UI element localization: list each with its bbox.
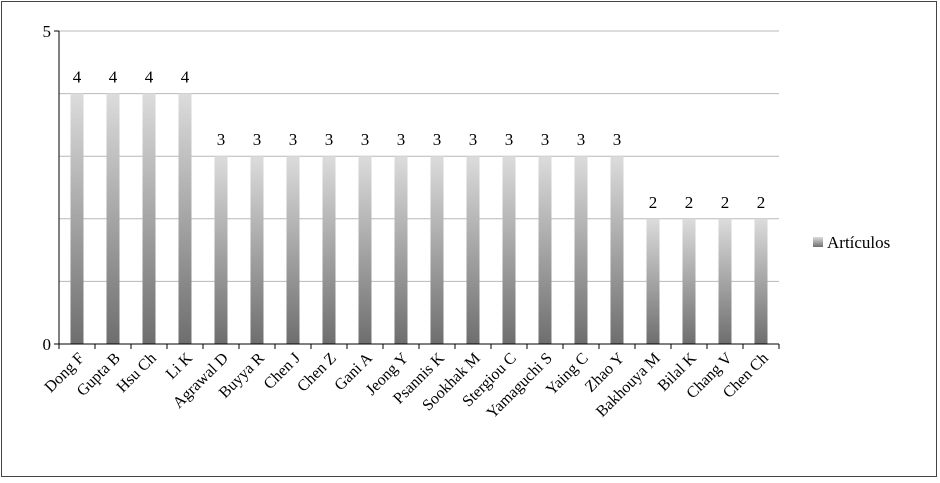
bar-value-label: 3 bbox=[613, 130, 622, 149]
legend-swatch bbox=[813, 237, 823, 247]
bar-value-label: 4 bbox=[109, 68, 118, 87]
bar-value-label: 3 bbox=[469, 130, 478, 149]
bar bbox=[250, 156, 264, 344]
bar-value-label: 3 bbox=[433, 130, 442, 149]
bar-value-label: 3 bbox=[253, 130, 262, 149]
bar bbox=[502, 156, 516, 344]
bar bbox=[754, 218, 768, 344]
bar bbox=[358, 156, 372, 344]
bar bbox=[574, 156, 588, 344]
bar-value-label: 4 bbox=[181, 68, 190, 87]
bar bbox=[322, 156, 336, 344]
bar-value-label: 3 bbox=[325, 130, 334, 149]
y-tick-label: 5 bbox=[43, 22, 52, 41]
bar bbox=[718, 218, 732, 344]
bar-value-label: 3 bbox=[577, 130, 586, 149]
bar bbox=[214, 156, 228, 344]
axes: 05 bbox=[43, 22, 780, 354]
bar bbox=[286, 156, 300, 344]
bar-value-label: 3 bbox=[397, 130, 406, 149]
bar bbox=[646, 218, 660, 344]
x-tick-label: Hsu Ch bbox=[114, 350, 160, 396]
bars bbox=[70, 93, 768, 344]
bar-value-label: 3 bbox=[541, 130, 550, 149]
bar-value-label: 3 bbox=[361, 130, 370, 149]
x-tick-label: Chen Z bbox=[294, 350, 340, 396]
bar-value-label: 2 bbox=[757, 193, 766, 212]
data-labels: 4 4 4 4 3 3 3 3 3 3 3 3 3 3 3 3 2 2 2 2 bbox=[73, 68, 766, 212]
bar bbox=[610, 156, 624, 344]
legend: Artículos bbox=[813, 233, 890, 252]
y-tick-label: 0 bbox=[43, 335, 52, 354]
bar-value-label: 2 bbox=[685, 193, 694, 212]
bar-value-label: 3 bbox=[289, 130, 298, 149]
bar bbox=[70, 93, 84, 344]
bar-value-label: 4 bbox=[73, 68, 82, 87]
bar bbox=[538, 156, 552, 344]
bar-value-label: 3 bbox=[505, 130, 514, 149]
bar bbox=[430, 156, 444, 344]
bar bbox=[106, 93, 120, 344]
bar bbox=[142, 93, 156, 344]
gridlines bbox=[59, 30, 779, 282]
bar bbox=[466, 156, 480, 344]
bar-value-label: 4 bbox=[145, 68, 154, 87]
bar bbox=[394, 156, 408, 344]
bar bbox=[178, 93, 192, 344]
legend-label: Artículos bbox=[827, 233, 890, 252]
bar-value-label: 2 bbox=[649, 193, 658, 212]
bar-value-label: 2 bbox=[721, 193, 730, 212]
bar bbox=[682, 218, 696, 344]
bar-value-label: 3 bbox=[217, 130, 226, 149]
